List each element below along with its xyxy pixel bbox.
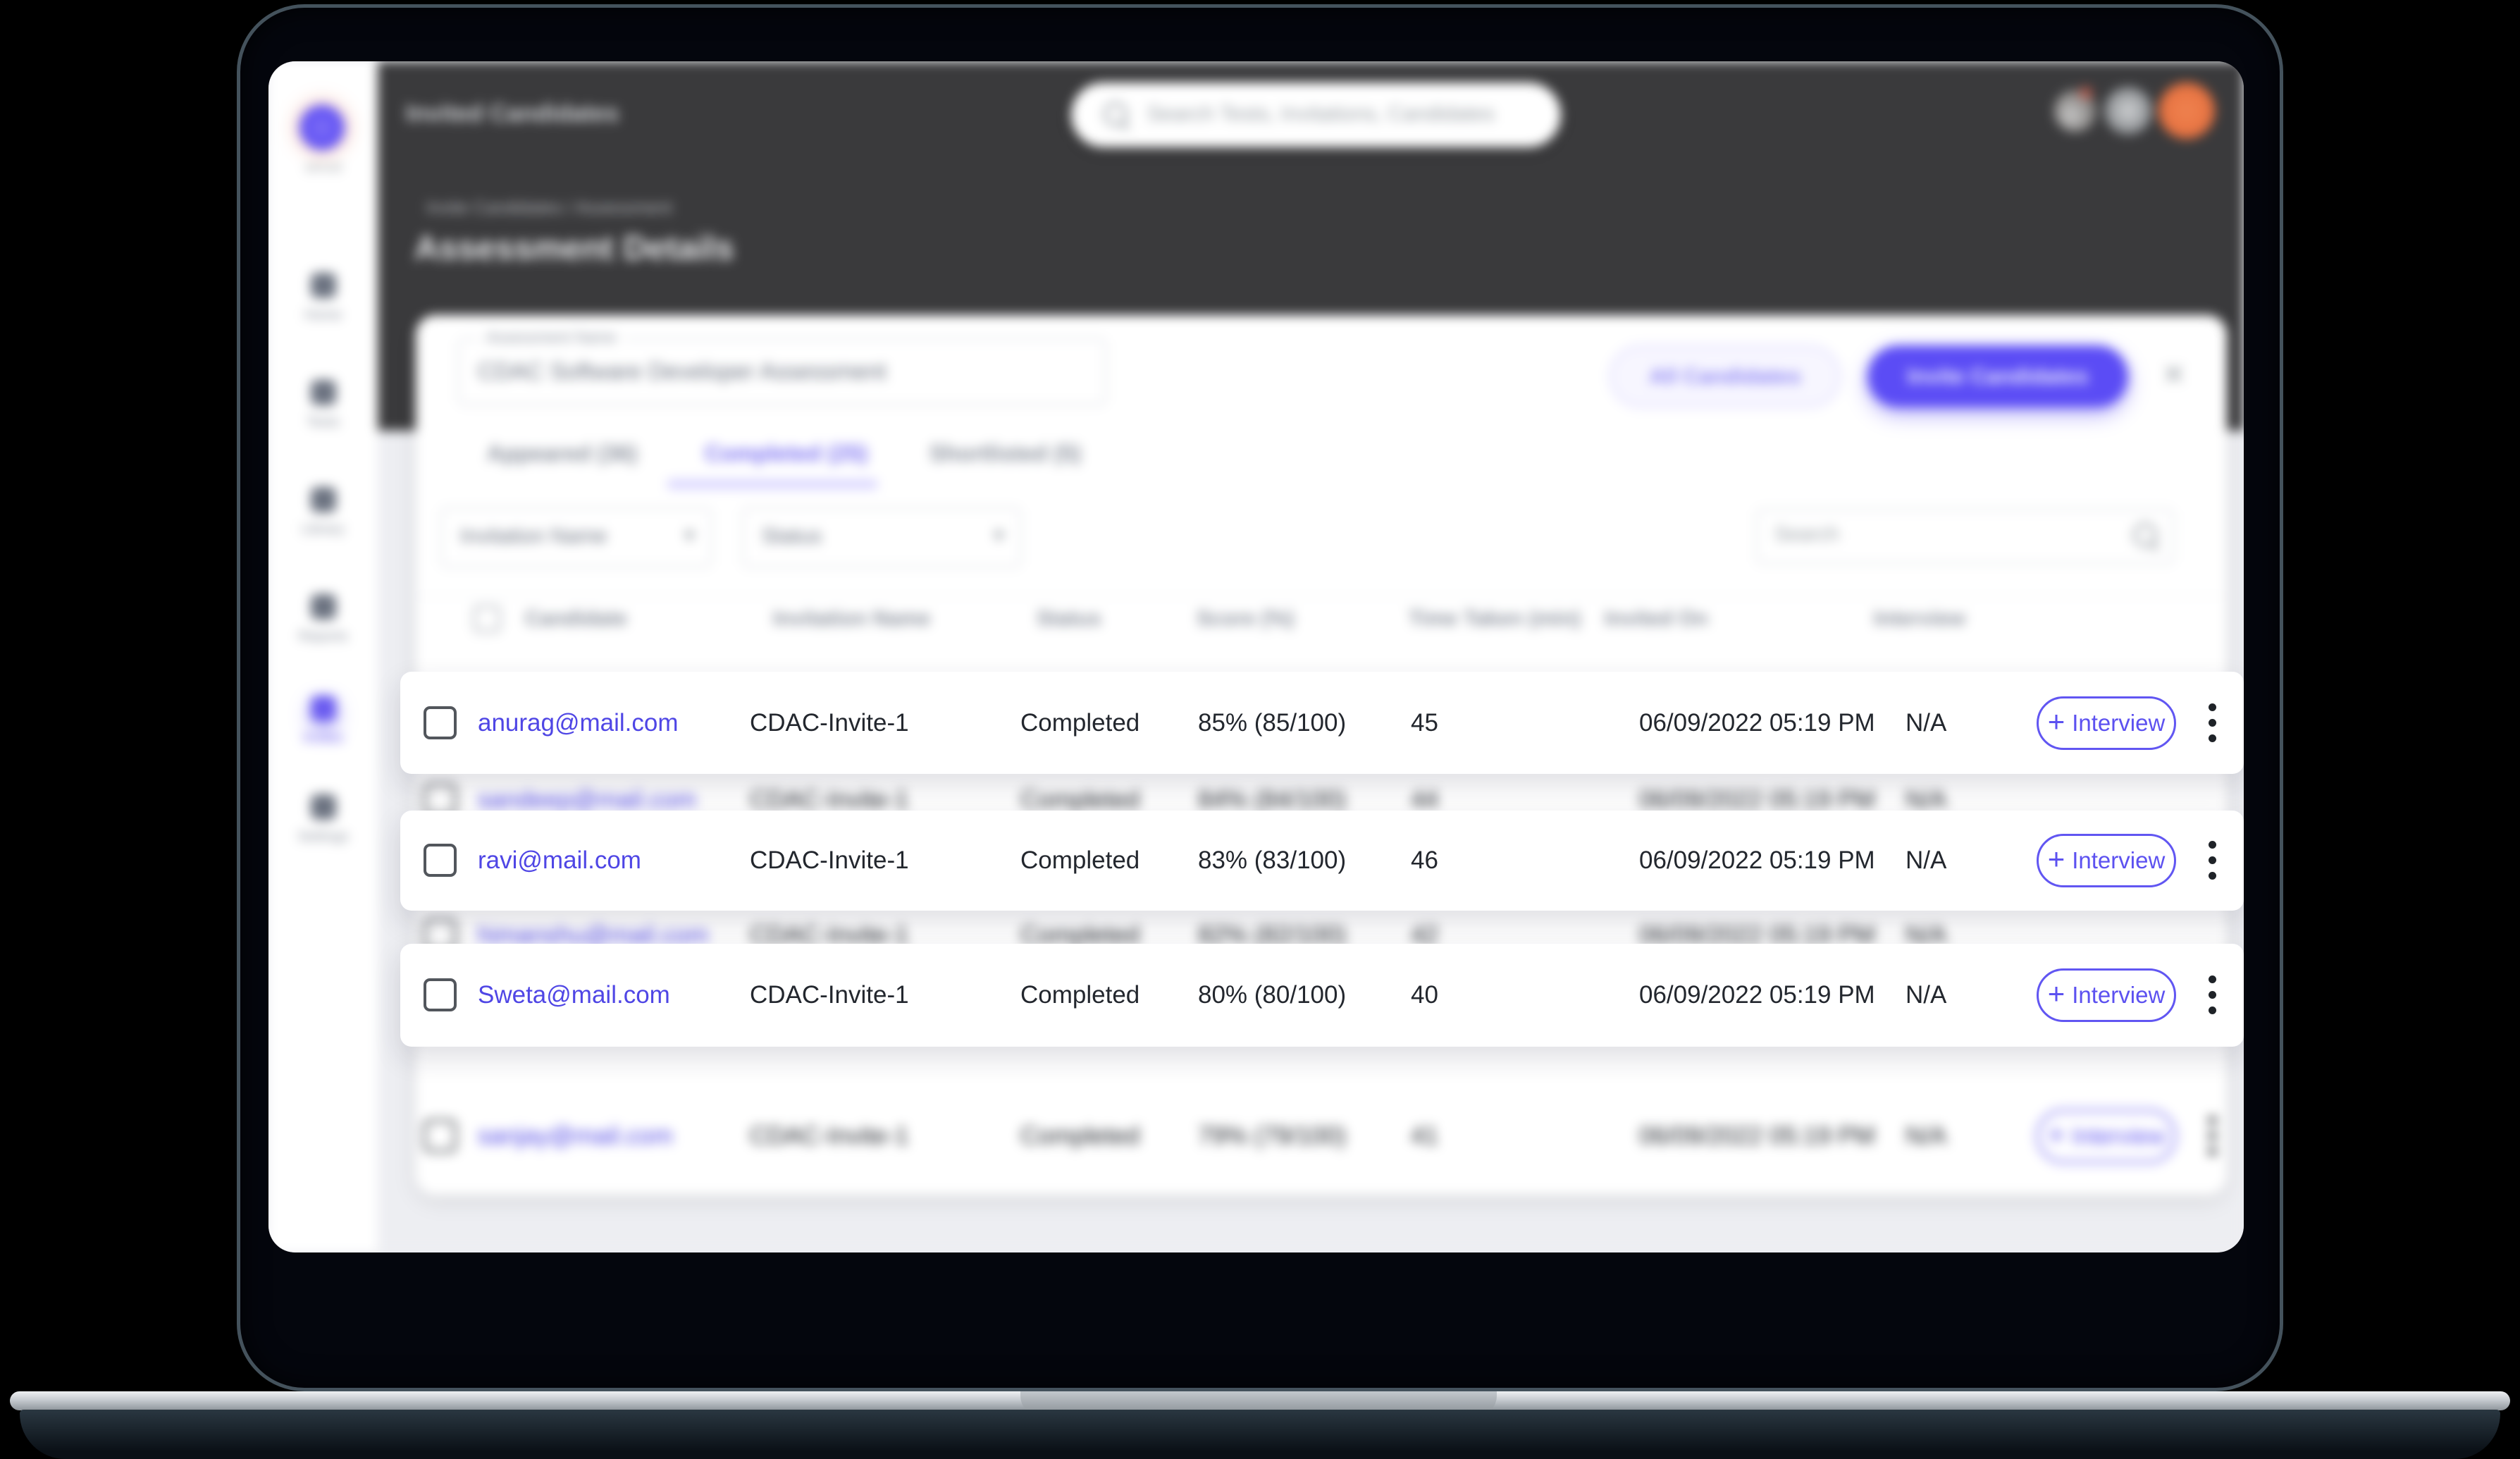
app-logo-icon[interactable] (299, 105, 345, 150)
interview-status-value: N/A (1906, 708, 1947, 737)
sidebar-item-settings[interactable]: Settings (268, 794, 378, 845)
table-search-placeholder: Search (1774, 523, 1839, 546)
interview-button[interactable]: + Interview (2037, 1109, 2176, 1163)
sidebar-item-library[interactable]: Library (268, 487, 378, 538)
table-row: ravi@mail.com CDAC-Invite-1 Completed 83… (400, 811, 2244, 911)
invitation-name: CDAC-Invite-1 (750, 981, 909, 1009)
select-all-checkbox[interactable] (474, 605, 500, 632)
plus-icon: + (2047, 842, 2065, 875)
table-row: anurag@mail.com CDAC-Invite-1 Completed … (400, 672, 2244, 774)
candidate-email-link[interactable]: Sweta@mail.com (478, 981, 670, 1009)
avatar[interactable] (2158, 82, 2215, 139)
status-value: Completed (1020, 981, 1140, 1009)
row-checkbox[interactable] (424, 706, 457, 739)
app-title: Invited Candidates (406, 100, 619, 127)
table-row: sanjay@mail.com CDAC-Invite-1 Completed … (400, 1090, 2244, 1182)
plus-icon: + (2047, 977, 2065, 1010)
home-icon (310, 273, 336, 298)
score-value: 83% (83/100) (1198, 847, 1347, 874)
page-title: Assessment Details (414, 230, 734, 267)
global-search-input[interactable]: Search Tests, Invitations, Candidates (1071, 82, 1561, 147)
sidebar: amcat Home Tests Library Reports (268, 61, 378, 1252)
assessment-name-field[interactable]: Assessment Name CDAC Software Developer … (458, 328, 1106, 405)
row-checkbox[interactable] (424, 844, 457, 877)
reports-icon (310, 594, 336, 620)
assessment-name-label: Assessment Name (479, 328, 624, 347)
table-row: Sweta@mail.com CDAC-Invite-1 Completed 8… (400, 944, 2244, 1047)
col-invited-on: Invited On (1605, 607, 1708, 630)
tests-icon (310, 380, 336, 405)
kebab-menu-icon[interactable] (2209, 841, 2217, 887)
status-value: Completed (1020, 847, 1140, 874)
app-window: Invited Candidates Search Tests, Invitat… (268, 61, 2244, 1252)
interview-button[interactable]: + Interview (2037, 968, 2176, 1022)
search-icon (1104, 102, 1128, 126)
invitation-name: CDAC-Invite-1 (750, 708, 909, 737)
col-score: Score (%) (1197, 607, 1295, 630)
row-checkbox[interactable] (424, 1119, 457, 1152)
close-icon[interactable]: ✕ (2162, 359, 2186, 390)
table-search-input[interactable]: Search (1756, 509, 2174, 564)
library-icon (310, 487, 336, 512)
row-checkbox[interactable] (424, 978, 457, 1011)
invited-on-value: 06/09/2022 05:19 PM (1639, 708, 1875, 737)
notification-badge (2080, 87, 2092, 99)
invited-on-value: 06/09/2022 05:19 PM (1639, 981, 1875, 1009)
col-interview: Interview (1874, 607, 1966, 630)
invitation-name-filter[interactable]: Invitation Name ▾ (440, 507, 712, 567)
assessment-name-value: CDAC Software Developer Assessment (478, 358, 887, 384)
invite-candidates-button[interactable]: Invite Candidates (1867, 345, 2128, 407)
col-candidate: Candidate (525, 607, 628, 630)
settings-icon[interactable] (2104, 87, 2152, 135)
candidate-email-link[interactable]: ravi@mail.com (478, 847, 641, 874)
gear-icon (310, 794, 336, 820)
breadcrumb[interactable]: Invite Candidates / Assessment (426, 198, 672, 218)
time-taken-value: 45 (1411, 708, 1438, 737)
interview-status-value: N/A (1906, 981, 1947, 1009)
interview-button[interactable]: + Interview (2037, 834, 2176, 887)
col-time-taken: Time Taken (min) (1409, 607, 1581, 630)
search-icon (2133, 523, 2157, 547)
tab-shortlisted[interactable]: Shortlisted (5) (929, 441, 1082, 466)
chevron-down-icon: ▾ (993, 524, 1004, 547)
interview-status-value: N/A (1906, 847, 1947, 874)
app-logo-label: amcat (305, 160, 342, 175)
sidebar-item-tests[interactable]: Tests (268, 380, 378, 431)
interview-button[interactable]: + Interview (2037, 696, 2176, 750)
invites-icon (310, 696, 336, 721)
tab-appeared[interactable]: Appeared (36) (487, 441, 638, 466)
time-taken-value: 46 (1411, 847, 1438, 874)
kebab-menu-icon[interactable] (2209, 1116, 2217, 1163)
kebab-menu-icon[interactable] (2209, 703, 2217, 750)
score-value: 85% (85/100) (1198, 708, 1347, 737)
candidate-email-link[interactable]: anurag@mail.com (478, 708, 679, 737)
laptop-base (20, 1410, 2500, 1459)
table-header-row: Candidate Invitation Name Status Score (… (416, 596, 2227, 639)
chevron-down-icon: ▾ (684, 524, 695, 547)
time-taken-value: 40 (1411, 981, 1438, 1009)
status-filter[interactable]: Status ▾ (742, 507, 1021, 567)
all-candidates-button[interactable]: All Candidates (1610, 345, 1841, 407)
global-search-placeholder: Search Tests, Invitations, Candidates (1147, 102, 1495, 125)
col-status: Status (1037, 607, 1101, 630)
plus-icon: + (2047, 704, 2065, 738)
sidebar-item-invites[interactable]: Invites (268, 696, 378, 746)
score-value: 80% (80/100) (1198, 981, 1347, 1009)
col-invitation: Invitation Name (773, 607, 931, 630)
tab-completed[interactable]: Completed (25) (705, 441, 868, 466)
invitation-name: CDAC-Invite-1 (750, 847, 909, 874)
active-tab-indicator (667, 479, 878, 489)
kebab-menu-icon[interactable] (2209, 975, 2217, 1022)
blurred-ui-layer: Invited Candidates Search Tests, Invitat… (268, 61, 2244, 1252)
sidebar-item-home[interactable]: Home (268, 273, 378, 324)
sidebar-item-reports[interactable]: Reports (268, 594, 378, 645)
status-value: Completed (1020, 708, 1140, 737)
plus-icon: + (2047, 1118, 2065, 1151)
invited-on-value: 06/09/2022 05:19 PM (1639, 847, 1875, 874)
